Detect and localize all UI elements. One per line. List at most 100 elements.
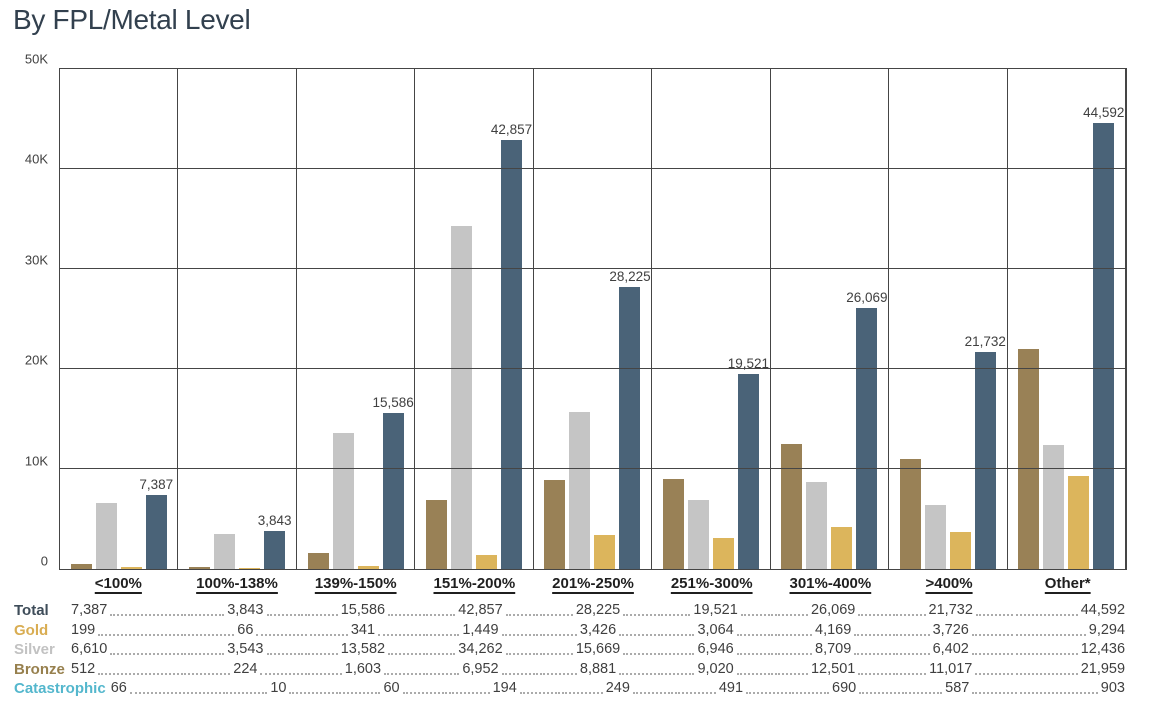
bar-chart-plot: 7,387 3,843 15,586 42,857 28,225 19,521 26,069… [59, 68, 1127, 570]
table-value: 3,064 [697, 621, 734, 638]
dot-leader [775, 633, 813, 636]
bar-gold[interactable] [239, 567, 261, 569]
bar-total[interactable]: 44,592 [1083, 105, 1124, 569]
table-value: 8,881 [579, 660, 617, 677]
bar-bronze[interactable] [899, 458, 921, 569]
bar-bronze[interactable] [189, 566, 211, 569]
table-cell: 6,946 [657, 641, 775, 658]
bar-total[interactable]: 28,225 [609, 269, 651, 569]
bar-silver[interactable] [214, 533, 236, 569]
dot-leader [222, 691, 268, 694]
dot-leader [657, 614, 691, 617]
table-cell: 44,592 [1010, 602, 1128, 619]
total-data-label: 21,732 [964, 333, 1006, 349]
bar-gold[interactable] [357, 565, 379, 569]
bar-gold[interactable] [594, 534, 616, 569]
bar-total[interactable]: 3,843 [258, 513, 292, 569]
dot-leader [775, 614, 808, 617]
dot-leader [1014, 691, 1098, 694]
bar-bronze[interactable] [544, 480, 566, 569]
bar-bronze[interactable] [426, 499, 448, 569]
table-cell: 491 [674, 680, 787, 697]
category-label[interactable]: >400% [925, 575, 973, 592]
bar-silver[interactable] [451, 226, 473, 569]
bar-bronze[interactable] [662, 478, 684, 569]
category-label[interactable]: 139%-150% [314, 575, 397, 592]
bar-total[interactable]: 42,857 [491, 122, 532, 569]
table-value: 6,610 [71, 641, 108, 658]
bar-gold[interactable] [949, 531, 971, 569]
category-column: 7,387 [60, 69, 179, 569]
table-value: 3,726 [932, 621, 969, 638]
category-label[interactable]: 151%-200% [433, 575, 516, 592]
dot-leader [335, 691, 381, 694]
table-cell: 13,582 [304, 641, 422, 658]
bar-gold[interactable] [712, 538, 734, 569]
bar-gold[interactable] [1068, 476, 1090, 569]
dot-leader [775, 653, 813, 656]
dot-leader [187, 633, 235, 636]
bar-total[interactable]: 21,732 [965, 334, 1006, 569]
bar-silver[interactable] [95, 502, 117, 569]
table-value: 249 [605, 679, 630, 696]
dot-leader [501, 633, 539, 636]
row-header-catastrophic: Catastrophic [14, 679, 106, 697]
total-data-label: 44,592 [1083, 105, 1125, 121]
category-label[interactable]: <100% [94, 575, 142, 592]
table-value: 44,592 [1080, 602, 1126, 619]
table-cell: 26,069 [774, 602, 892, 619]
category-label[interactable]: 100%-138% [196, 575, 278, 592]
bar-total[interactable]: 19,521 [728, 356, 769, 569]
table-value: 512 [71, 660, 96, 677]
dot-leader [266, 614, 304, 617]
bar-silver[interactable] [806, 481, 828, 569]
dot-leader [657, 672, 695, 675]
category-label[interactable]: 251%-300% [670, 575, 753, 592]
table-cell: 3,543 [187, 641, 305, 658]
dot-leader [619, 672, 656, 675]
table-value: 690 [832, 679, 857, 696]
dot-leader [540, 653, 573, 656]
category-label[interactable]: 301%-400% [789, 575, 872, 592]
dot-leader [675, 691, 716, 694]
table-cell: 8,709 [774, 641, 892, 658]
dot-leader [971, 633, 1009, 636]
bar-group: 21,732 [889, 69, 1006, 569]
table-cell: 10 [222, 680, 335, 697]
data-table: Total 7,387 3,843 15,586 42,857 28,225 19,521 2… [14, 600, 1127, 697]
category-label[interactable]: 201%-250% [552, 575, 634, 592]
bar-silver[interactable] [332, 433, 354, 569]
table-cell: 28,225 [539, 602, 657, 619]
bar-bronze[interactable] [781, 444, 803, 569]
bar-total[interactable]: 15,586 [372, 395, 414, 569]
table-value: 13,582 [340, 641, 386, 658]
table-value: 3,426 [579, 621, 617, 638]
bar-bronze[interactable] [70, 563, 92, 569]
dot-leader [1010, 653, 1078, 656]
dot-leader [892, 653, 930, 656]
bar-gold[interactable] [476, 554, 498, 569]
y-axis-tick: 50K [24, 51, 48, 67]
row-values: 7,387 3,843 15,586 42,857 28,225 19,521 26,069… [69, 602, 1127, 619]
dot-leader [449, 691, 490, 694]
bar-silver[interactable] [569, 412, 591, 569]
table-value: 12,501 [810, 660, 856, 677]
bar-total[interactable]: 7,387 [139, 477, 173, 569]
row-header-gold: Gold [14, 621, 49, 639]
table-value: 3,843 [227, 602, 264, 619]
dot-leader [854, 633, 891, 636]
dot-leader [388, 614, 421, 617]
category-label[interactable]: Other* [1044, 575, 1091, 592]
bar-silver[interactable] [687, 499, 709, 569]
bar-gold[interactable] [831, 527, 853, 569]
bar-bronze[interactable] [307, 553, 329, 569]
table-value: 9,294 [1088, 621, 1126, 638]
bar-silver[interactable] [924, 505, 946, 569]
dot-leader [422, 672, 460, 675]
bar-bronze[interactable] [1018, 349, 1040, 569]
bar-total[interactable]: 26,069 [846, 290, 887, 569]
table-cell: 7,387 [69, 602, 187, 619]
bar-gold[interactable] [120, 567, 142, 569]
bar-silver[interactable] [1043, 444, 1065, 569]
table-value: 3,543 [227, 641, 264, 658]
